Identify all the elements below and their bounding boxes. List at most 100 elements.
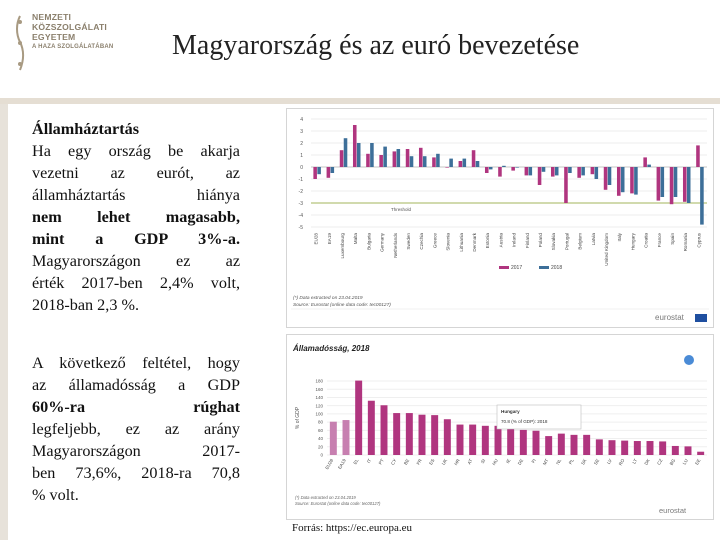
text-line: Magyarországon 2017-	[32, 442, 240, 460]
bar	[469, 424, 477, 455]
x-tick-label: NL	[555, 458, 562, 466]
text-line: Ha egy ország be akarja	[32, 142, 240, 160]
bar-2017	[498, 167, 502, 177]
bar-2017	[696, 145, 700, 167]
threshold-label: Threshold	[391, 207, 412, 212]
logo-line-4: A HAZA SZOLGÁLATÁBAN	[32, 44, 114, 50]
logo-line-2: KÖZSZOLGÁLATI	[32, 22, 108, 32]
x-tick-label: SI	[480, 458, 486, 464]
x-tick-label: Spain	[670, 233, 675, 245]
bar-2018	[475, 161, 480, 167]
x-tick-label: LV	[606, 458, 613, 465]
bar	[545, 436, 553, 455]
bar-2017	[550, 167, 555, 177]
x-tick-label: Netherlands	[393, 232, 398, 257]
bar	[380, 405, 388, 455]
x-tick-label: RO	[618, 458, 626, 467]
bar	[519, 429, 527, 455]
y-tick-label: 2	[300, 141, 303, 147]
x-tick-label: Finland	[525, 233, 530, 249]
bar	[494, 425, 502, 455]
debt-text-block: A következő feltétel, hogy az államadóss…	[32, 352, 240, 506]
bar	[329, 421, 337, 455]
header-band	[0, 0, 720, 100]
bar-2017	[484, 167, 489, 173]
chart-title: Államadósság, 2018	[292, 344, 370, 353]
y-tick-label: -2	[299, 189, 304, 195]
left-band	[0, 0, 8, 540]
bar-2018	[660, 167, 665, 197]
bar	[583, 434, 591, 455]
bar-2017	[418, 147, 423, 167]
bar	[418, 414, 426, 455]
chart-note: (*) Data extracted on 23.04.2019	[295, 495, 356, 500]
x-tick-label: IT	[366, 458, 372, 464]
bar-2018	[700, 167, 704, 225]
x-tick-label: DE	[517, 458, 524, 466]
eu-flag-icon	[695, 314, 707, 322]
bar-2017	[590, 167, 595, 175]
bar-2018	[607, 167, 612, 185]
text-line: 2018-ban 2,3 %.	[32, 296, 139, 314]
x-tick-label: Slovakia	[551, 233, 556, 251]
brand-logo: eurostat	[655, 313, 685, 322]
x-tick-label: Czechia	[419, 233, 424, 250]
text-line: ben 73,6%, 2018-ra 70,8	[32, 464, 240, 482]
x-tick-label: Austria	[498, 233, 503, 248]
bar-2018	[488, 167, 493, 170]
y-tick-label: 100	[315, 411, 323, 416]
brand-logo: eurostat	[659, 506, 687, 515]
x-tick-label: Bulgaria	[366, 233, 371, 250]
x-tick-label: BE	[403, 458, 410, 466]
x-tick-label: Lithuania	[459, 233, 464, 252]
bar	[532, 430, 540, 455]
tooltip-value: 70.8 (% of GDP): 2018	[501, 419, 548, 424]
bar-2018	[449, 158, 453, 167]
y-tick-label: 60	[318, 428, 324, 433]
text-line: az államadósság a GDP	[32, 376, 240, 394]
bar	[456, 424, 464, 455]
bar-2017	[405, 149, 410, 167]
text-line: érték 2017-ben 2,4% volt,	[32, 274, 240, 292]
bar-2018	[581, 167, 585, 176]
bar-2017	[564, 167, 568, 203]
bar-2018	[370, 143, 374, 167]
bar-2017	[511, 167, 515, 171]
y-tick-label: -4	[299, 213, 304, 219]
bar-2017	[643, 157, 647, 167]
x-tick-label: Greece	[432, 233, 437, 249]
x-tick-label: PT	[378, 458, 385, 466]
bar-2018	[409, 156, 414, 167]
bar-2018	[541, 167, 546, 172]
bar-2017	[537, 167, 542, 185]
x-tick-label: Hungary	[630, 232, 635, 250]
bar-2017	[366, 153, 370, 167]
header-divider	[0, 98, 720, 104]
bar-2018	[673, 167, 678, 197]
text-line-bold: mint a GDP 3%-a.	[32, 230, 240, 248]
x-tick-label: EA19	[337, 458, 347, 470]
y-tick-label: -5	[299, 225, 304, 231]
bar	[443, 419, 451, 455]
bar-2018	[528, 167, 533, 176]
y-tick-label: 40	[318, 436, 324, 441]
university-logo: NEMZETI KÖZSZOLGÁLATI EGYETEM A HAZA SZO…	[8, 10, 138, 75]
tooltip-box	[496, 404, 582, 430]
legend-swatch-2017	[499, 266, 509, 269]
y-tick-label: 140	[315, 395, 323, 400]
text-line: legfeljebb, ez az arány	[32, 420, 240, 438]
emblem-icon	[16, 15, 24, 71]
y-tick-label: 4	[300, 117, 303, 123]
bar-2018	[568, 167, 572, 173]
bar	[367, 400, 375, 455]
bar	[684, 446, 692, 455]
y-tick-label: 180	[315, 379, 323, 384]
x-tick-label: UK	[441, 458, 448, 466]
bar-2017	[458, 161, 463, 167]
legend-label: 2018	[551, 265, 562, 271]
x-tick-label: Poland	[538, 233, 543, 248]
text-line: % volt.	[32, 486, 79, 504]
y-tick-label: 120	[315, 403, 323, 408]
y-tick-label: 3	[300, 129, 303, 135]
bar	[557, 433, 565, 455]
